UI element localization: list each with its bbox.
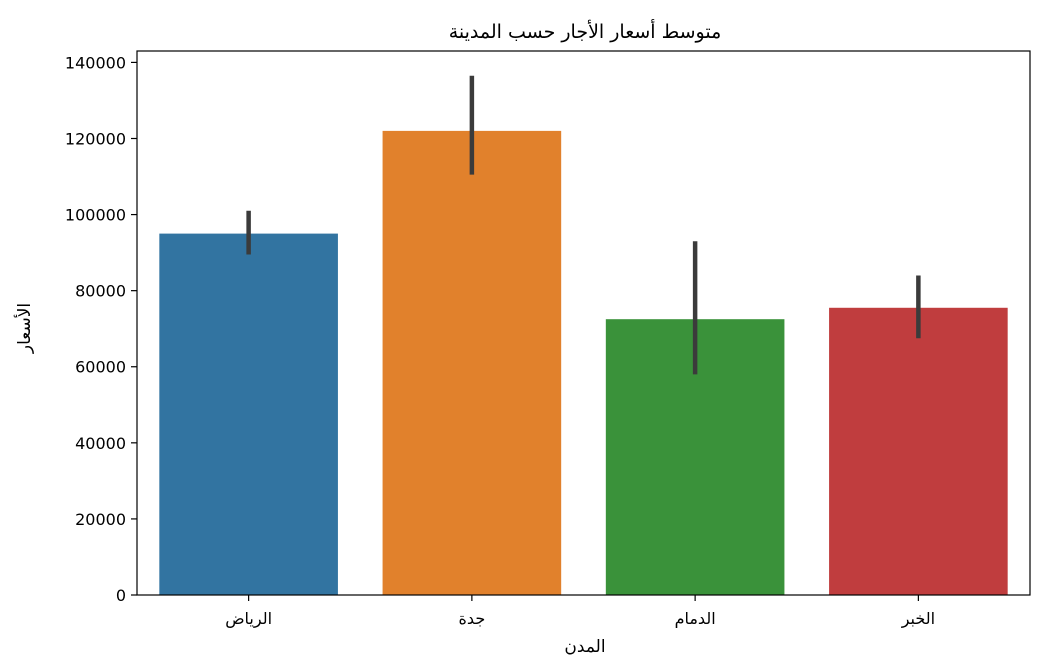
plot-frame (136, 50, 1031, 596)
y-tick-label: 20000 (75, 510, 126, 529)
bar-2 (382, 130, 562, 595)
x-tick-label: الخبر (901, 609, 935, 629)
x-axis-label: المدن (564, 637, 605, 657)
chart-title: متوسط أسعار الأجار حسب المدينة (449, 19, 722, 43)
y-tick-label: 60000 (75, 358, 126, 377)
y-axis-ticks: 0 20000 40000 60000 80000 100000 120000 140000 (65, 53, 137, 605)
bar-1 (159, 233, 338, 596)
y-tick-label: 0 (116, 586, 126, 605)
x-tick-label: جدة (459, 609, 486, 628)
y-tick-label: 100000 (65, 206, 126, 225)
y-tick-label: 120000 (65, 129, 126, 148)
y-tick-label: 40000 (75, 434, 126, 453)
bars-group (159, 130, 1008, 596)
bar-4 (829, 307, 1008, 595)
y-axis-label: الأسعار (14, 303, 35, 354)
y-tick-label: 140000 (65, 53, 126, 72)
x-tick-label: الدمام (675, 609, 716, 628)
x-axis-ticks: الرياض جدة الدمام الخبر (225, 595, 935, 629)
x-tick-label: الرياض (225, 609, 272, 629)
error-bars-group (246, 75, 921, 375)
y-tick-label: 80000 (75, 282, 126, 301)
